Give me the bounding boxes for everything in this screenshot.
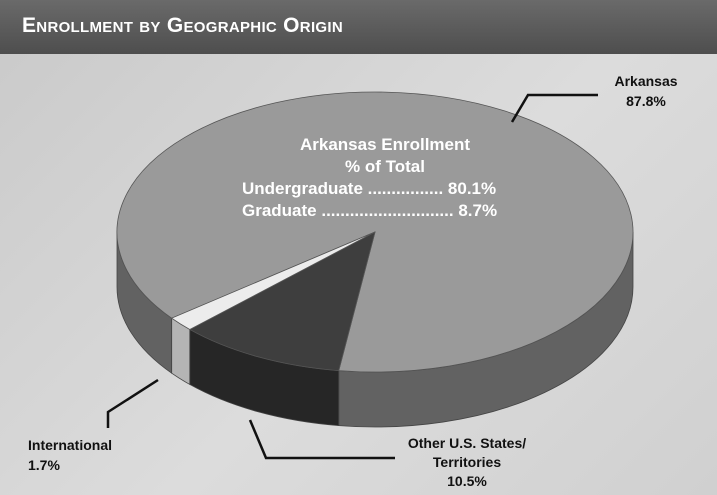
slice-value: 87.8%: [626, 93, 666, 109]
annotation: Graduate ............................ 8.…: [242, 201, 498, 220]
slice-value: 10.5%: [447, 473, 487, 489]
slice: [116, 91, 634, 373]
annotation: % of Total: [345, 157, 425, 176]
slice: [188, 231, 376, 372]
slice-label: Other U.S. States/ Territories: [407, 435, 527, 470]
slice-label: International: [28, 437, 113, 453]
leader-line: [510, 93, 598, 123]
leader-line: [106, 378, 159, 428]
chart-title: Enrollment by Geographic Origin: [22, 14, 343, 37]
slice-value: 1.7%: [28, 457, 60, 473]
annotation: Undergraduate ................ 80.1%: [242, 179, 497, 198]
title-bar: [0, 0, 717, 54]
slice-label: Arkansas: [614, 73, 678, 89]
slice: [170, 231, 376, 330]
annotation: Arkansas Enrollment: [299, 135, 471, 154]
leader-line: [248, 419, 395, 460]
